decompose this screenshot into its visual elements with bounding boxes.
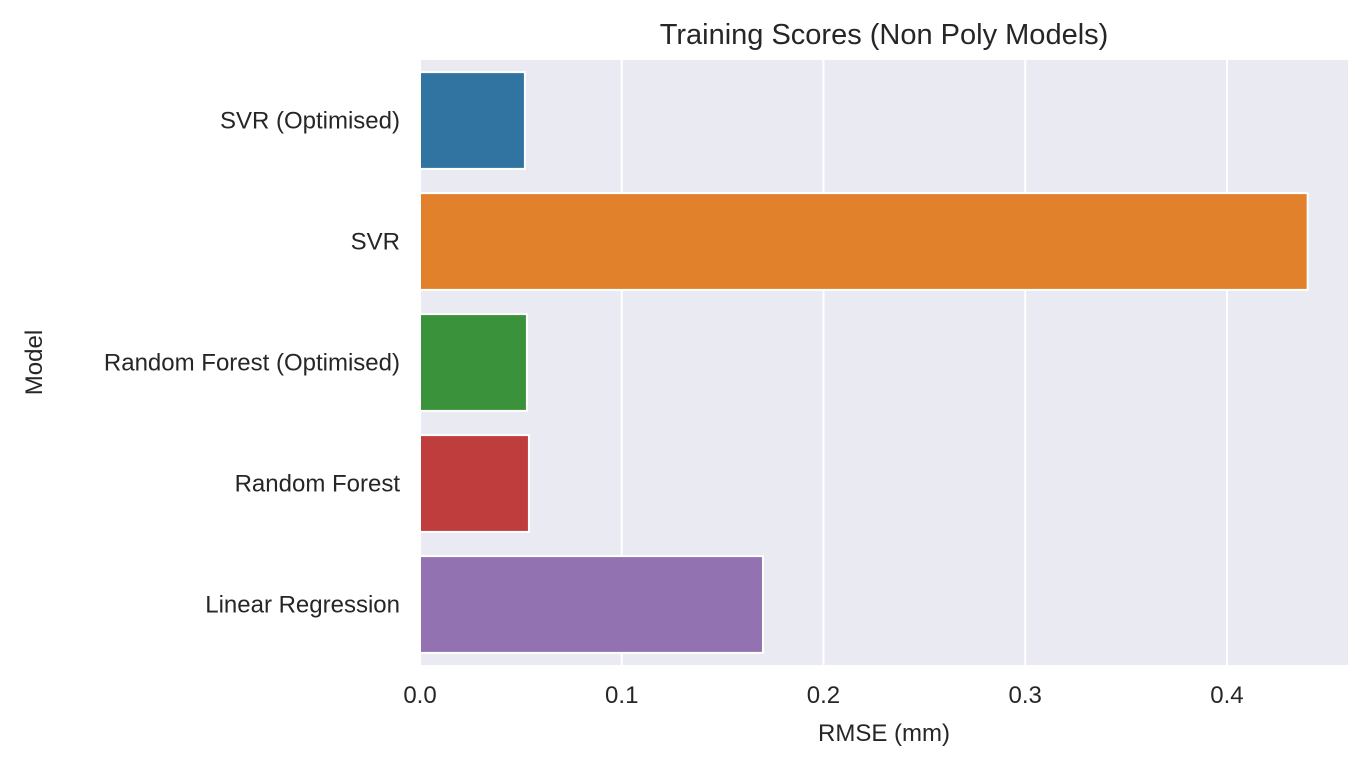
y-tick-label: Random Forest <box>235 471 401 498</box>
y-tick-label: SVR <box>351 229 400 256</box>
x-axis-label: RMSE (mm) <box>818 720 950 747</box>
bar <box>419 192 1309 291</box>
bar <box>419 313 528 412</box>
x-tick-label: 0.3 <box>1009 682 1042 709</box>
bar <box>419 71 526 170</box>
x-tick-label: 0.2 <box>807 682 840 709</box>
y-tick-label: SVR (Optimised) <box>220 108 400 135</box>
bars <box>419 71 1309 654</box>
x-tick-label: 0.4 <box>1210 682 1243 709</box>
y-axis-label: Model <box>21 330 48 395</box>
x-tick-labels: 0.0 0.1 0.2 0.3 0.4 <box>403 682 1243 709</box>
y-tick-label: Random Forest (Optimised) <box>104 350 400 377</box>
y-tick-label: Linear Regression <box>205 592 400 619</box>
x-tick-label: 0.0 <box>403 682 436 709</box>
x-tick-label: 0.1 <box>605 682 638 709</box>
bar <box>419 434 530 533</box>
y-tick-labels: SVR (Optimised) SVR Random Forest (Optimis… <box>104 108 400 619</box>
chart-title: Training Scores (Non Poly Models) <box>660 19 1109 51</box>
bar <box>419 555 764 654</box>
